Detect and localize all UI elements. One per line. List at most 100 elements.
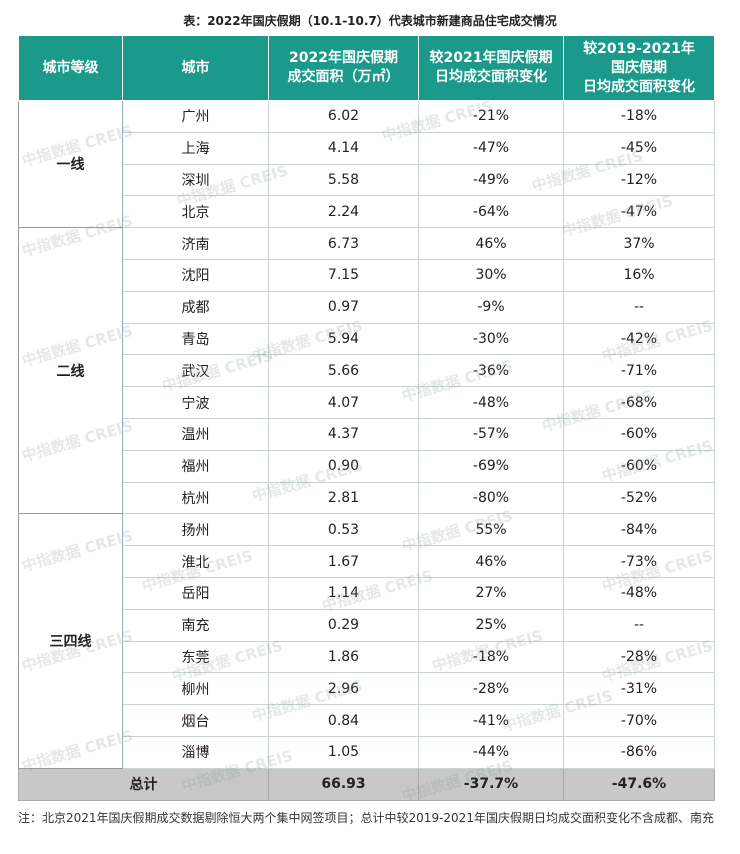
table-cell: 55% bbox=[418, 513, 564, 547]
table-cell: 2.24 bbox=[268, 195, 419, 229]
header-line: 日均成交面积变化 bbox=[583, 78, 695, 95]
table-title: 表：2022年国庆假期（10.1-10.7）代表城市新建商品住宅成交情况 bbox=[183, 14, 557, 28]
table-cell: 上海 bbox=[122, 131, 269, 165]
total-cell: 66.93 bbox=[268, 767, 419, 801]
total-cell: -47.6% bbox=[563, 767, 715, 801]
table-row: 福州 0.90 -69% -60% bbox=[19, 449, 715, 483]
table-cell: 温州 bbox=[122, 417, 269, 451]
table-cell: 0.53 bbox=[268, 513, 419, 547]
table-cell: 4.14 bbox=[268, 131, 419, 165]
table-cell: -31% bbox=[563, 672, 715, 706]
header-line: 成交面积（万㎡） bbox=[287, 69, 400, 85]
table-cell: 烟台 bbox=[122, 704, 269, 737]
table-cell: 2.81 bbox=[268, 481, 419, 515]
table-cell: -9% bbox=[418, 290, 564, 324]
table-cell: 岳阳 bbox=[122, 576, 269, 610]
table-cell: 0.97 bbox=[268, 290, 419, 324]
table-cell: -80% bbox=[418, 481, 564, 515]
table-cell: 30% bbox=[418, 258, 564, 292]
table-cell: -18% bbox=[563, 100, 715, 133]
header-row: 城市等级 城市 2022年国庆假期 成交面积（万㎡） 较2021年国庆假期 日均成交面积变… bbox=[18, 35, 715, 101]
table-row: 淮北 1.67 46% -73% bbox=[19, 545, 715, 578]
table-row: 南充 0.29 25% -- bbox=[19, 608, 715, 642]
table-cell: -47% bbox=[418, 131, 564, 165]
table-cell: 南充 bbox=[122, 608, 269, 642]
header-line: 城市 bbox=[181, 59, 210, 76]
footnote: 注：北京2021年国庆假期成交数据剔除恒大两个集中网签项目；总计中较2019-2… bbox=[18, 811, 714, 825]
table-cell: 济南 bbox=[122, 227, 269, 260]
table-cell: 25% bbox=[418, 608, 564, 642]
table-cell: -12% bbox=[563, 163, 715, 197]
table-cell: -36% bbox=[418, 354, 564, 388]
table-cell: -57% bbox=[418, 417, 564, 451]
header-line: 较2019-2021年 bbox=[583, 40, 695, 57]
table-row: 柳州 2.96 -28% -31% bbox=[19, 672, 715, 706]
total-cell: -37.7% bbox=[418, 767, 564, 801]
data-table: 城市等级 城市 2022年国庆假期 成交面积（万㎡） 较2021年国庆假期 日均成交面积变… bbox=[18, 35, 715, 801]
table-row: 淄博 1.05 -44% -86% bbox=[19, 735, 715, 769]
table-cell: -21% bbox=[418, 100, 564, 133]
table-row: 沈阳 7.15 30% 16% bbox=[19, 258, 715, 292]
table-row: 东莞 1.86 -18% -28% bbox=[19, 640, 715, 674]
table-cell: 成都 bbox=[122, 290, 269, 324]
table-row: 北京 2.24 -64% -47% bbox=[19, 195, 715, 229]
table-cell: 46% bbox=[418, 545, 564, 578]
table-row: 青岛 5.94 -30% -42% bbox=[19, 322, 715, 356]
header-cell: 较2019-2021年 国庆假期日均成交面积变化 bbox=[563, 35, 715, 101]
table-cell: 淮北 bbox=[122, 545, 269, 578]
table-cell: 5.58 bbox=[268, 163, 419, 197]
table-cell: 5.94 bbox=[268, 322, 419, 356]
table-cell: -41% bbox=[418, 704, 564, 737]
table-cell: -42% bbox=[563, 322, 715, 356]
table-cell: 沈阳 bbox=[122, 258, 269, 292]
table-cell: -49% bbox=[418, 163, 564, 197]
table-row: 宁波 4.07 -48% -68% bbox=[19, 386, 715, 419]
table-cell: 0.29 bbox=[268, 608, 419, 642]
table-cell: -71% bbox=[563, 354, 715, 388]
table-cell: 4.07 bbox=[268, 386, 419, 419]
table-row: 武汉 5.66 -36% -71% bbox=[19, 354, 715, 388]
header-cell: 较2021年国庆假期 日均成交面积变化 bbox=[418, 35, 564, 101]
table-cell: -60% bbox=[563, 417, 715, 451]
tier-cell: 三四线 bbox=[18, 513, 123, 769]
table-row: 温州 4.37 -57% -60% bbox=[19, 417, 715, 451]
table-cell: -60% bbox=[563, 449, 715, 483]
header-line: 城市等级 bbox=[42, 59, 99, 76]
header-cell: 城市 bbox=[122, 35, 269, 101]
table-cell: -45% bbox=[563, 131, 715, 165]
table-cell: 柳州 bbox=[122, 672, 269, 706]
table-cell: 青岛 bbox=[122, 322, 269, 356]
table-row: 烟台 0.84 -41% -70% bbox=[19, 704, 715, 737]
table-cell: 广州 bbox=[122, 100, 269, 133]
table-cell: 1.05 bbox=[268, 735, 419, 769]
table-cell: 6.02 bbox=[268, 100, 419, 133]
table-cell: 27% bbox=[418, 576, 564, 610]
tier-cell: 二线 bbox=[18, 227, 123, 515]
header-line: 2022年国庆假期 bbox=[289, 50, 398, 66]
table-cell: -84% bbox=[563, 513, 715, 547]
total-row: 总计 66.93 -37.7% -47.6% bbox=[18, 767, 715, 801]
table-cell: -69% bbox=[418, 449, 564, 483]
table-cell: 东莞 bbox=[122, 640, 269, 674]
table-row: 二线 济南 6.73 46% 37% bbox=[18, 227, 715, 515]
table-cell: -30% bbox=[418, 322, 564, 356]
table-cell: -73% bbox=[563, 545, 715, 578]
table-cell: 16% bbox=[563, 258, 715, 292]
table-cell: -47% bbox=[563, 195, 715, 229]
tier-cell: 一线 bbox=[18, 99, 123, 229]
table-cell: 1.14 bbox=[268, 576, 419, 610]
table-row: 成都 0.97 -9% -- bbox=[19, 290, 715, 324]
table-cell: 杭州 bbox=[122, 481, 269, 515]
table-cell: -28% bbox=[563, 640, 715, 674]
table-cell: -86% bbox=[563, 735, 715, 769]
header-line: 国庆假期 bbox=[611, 59, 667, 76]
total-cell: 总计 bbox=[18, 767, 269, 801]
table-cell: 37% bbox=[563, 227, 715, 260]
table-row: 上海 4.14 -47% -45% bbox=[19, 131, 715, 165]
table-cell: -- bbox=[563, 608, 715, 642]
table-cell: 1.67 bbox=[268, 545, 419, 578]
table-cell: -68% bbox=[563, 386, 715, 419]
table-cell: 6.73 bbox=[268, 227, 419, 260]
table-cell: 0.84 bbox=[268, 704, 419, 737]
header-cell: 城市等级 bbox=[18, 35, 123, 101]
